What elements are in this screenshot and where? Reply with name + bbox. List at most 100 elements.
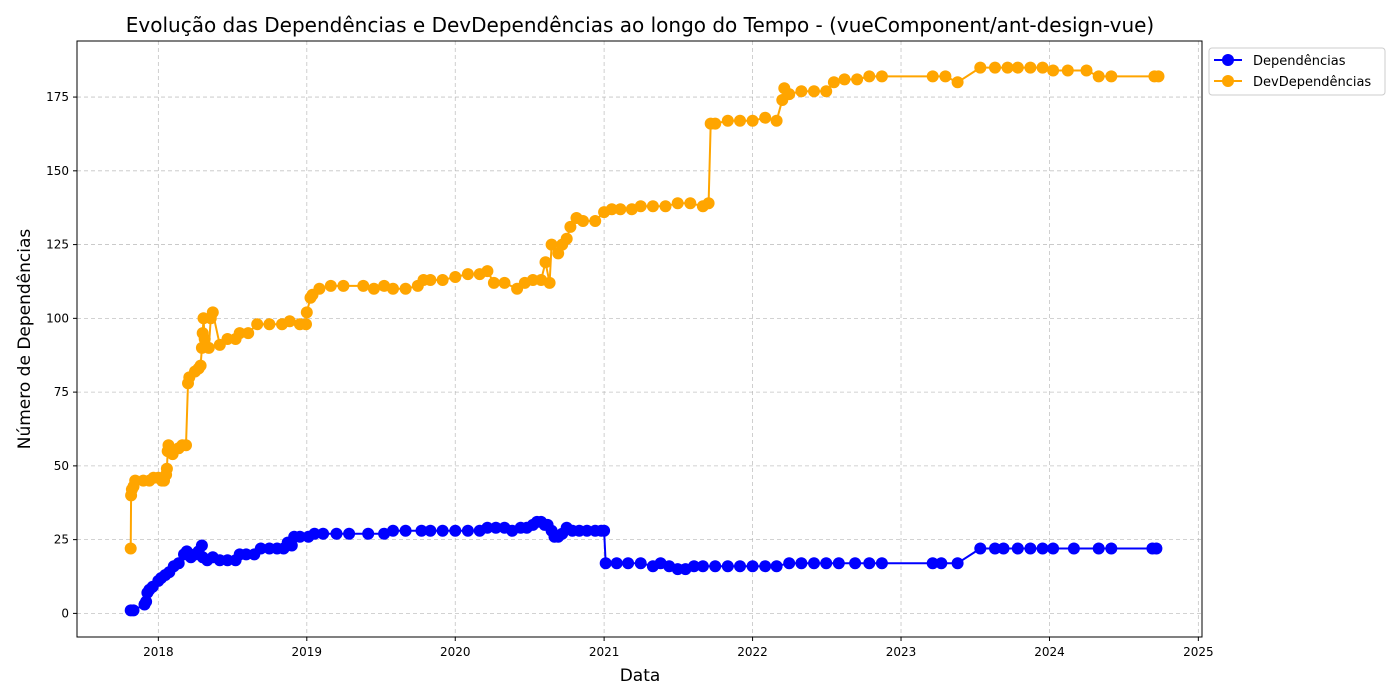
data-point: [849, 557, 862, 570]
data-point: [659, 200, 672, 213]
y-axis-label: Número de Dependências: [15, 229, 35, 450]
y-tick-label: 100: [46, 311, 69, 325]
series-layer: [124, 61, 1165, 617]
data-point: [939, 70, 952, 83]
data-point: [337, 279, 350, 292]
x-tick-label: 2019: [292, 645, 323, 659]
data-point: [646, 200, 659, 213]
data-point: [424, 274, 437, 286]
data-point: [367, 282, 380, 295]
data-point: [140, 595, 153, 608]
data-point: [1047, 542, 1060, 555]
data-point: [293, 530, 306, 543]
data-point: [634, 557, 647, 570]
data-point: [449, 524, 462, 537]
data-point: [399, 524, 412, 537]
data-point: [343, 527, 356, 540]
x-tick-label: 2018: [143, 645, 174, 659]
data-point: [605, 203, 618, 216]
y-tick-label: 0: [61, 606, 69, 620]
data-point: [180, 439, 192, 452]
data-point: [709, 117, 722, 130]
data-point: [461, 524, 474, 537]
data-point: [770, 114, 783, 127]
data-point: [951, 76, 964, 89]
chart-title: Evolução das Dependências e DevDependênc…: [126, 13, 1154, 37]
data-point: [424, 524, 437, 537]
data-point: [935, 557, 948, 570]
y-tick-label: 25: [54, 533, 69, 547]
x-axis: 2018 2019 2020 2021 2022 2023 2024 2025: [143, 637, 1214, 659]
data-point: [489, 521, 502, 534]
data-point: [202, 341, 215, 354]
data-point: [832, 557, 845, 570]
y-tick-label: 50: [54, 459, 69, 473]
data-point: [1152, 70, 1165, 83]
data-point: [545, 238, 558, 251]
data-point: [560, 232, 573, 245]
y-tick-label: 75: [54, 385, 69, 399]
data-point: [827, 76, 840, 89]
y-tick-label: 125: [46, 238, 69, 252]
data-point: [308, 527, 321, 540]
x-tick-label: 2022: [737, 645, 768, 659]
data-point: [599, 557, 612, 570]
data-point: [1105, 542, 1118, 555]
data-point: [564, 220, 577, 233]
data-point: [317, 527, 330, 540]
data-point: [614, 203, 627, 216]
data-point: [172, 557, 185, 570]
data-point: [746, 560, 759, 573]
data-point: [362, 527, 375, 540]
data-point: [989, 542, 1001, 555]
data-point: [808, 557, 820, 570]
data-point: [498, 276, 511, 289]
data-point: [1036, 542, 1049, 555]
data-point: [783, 88, 796, 101]
data-point: [254, 542, 267, 555]
data-point: [589, 215, 602, 227]
x-tick-label: 2020: [440, 645, 471, 659]
data-point: [263, 318, 276, 331]
data-point: [436, 524, 449, 537]
data-point: [539, 256, 552, 269]
data-point: [124, 542, 137, 555]
data-point: [974, 542, 987, 555]
data-point: [863, 557, 876, 570]
data-point: [622, 557, 635, 570]
data-point: [194, 359, 207, 372]
x-tick-label: 2021: [589, 645, 620, 659]
data-point: [926, 70, 939, 83]
data-point: [808, 85, 820, 98]
legend-marker: [1222, 54, 1234, 66]
data-point: [127, 604, 140, 617]
data-point: [783, 557, 796, 570]
data-point: [330, 527, 343, 540]
data-point: [387, 524, 399, 537]
data-point: [1067, 542, 1080, 555]
data-point: [415, 524, 428, 537]
data-point: [997, 542, 1010, 555]
data-point: [324, 279, 337, 292]
data-point: [162, 439, 175, 452]
plot-frame: [76, 40, 1203, 638]
x-tick-label: 2024: [1034, 645, 1065, 659]
data-point: [795, 557, 808, 570]
data-point: [1061, 64, 1074, 77]
data-point: [300, 318, 312, 331]
data-point: [251, 318, 264, 331]
data-point: [543, 276, 556, 289]
data-point: [300, 306, 313, 319]
data-point: [1024, 61, 1037, 74]
legend: Dependências DevDependências: [1208, 47, 1386, 96]
data-point: [702, 197, 715, 210]
x-tick-label: 2025: [1183, 645, 1214, 659]
series-0: [124, 515, 1163, 617]
data-point: [759, 560, 772, 573]
y-tick-label: 150: [46, 164, 69, 178]
data-point: [1047, 64, 1060, 77]
x-axis-label: Data: [620, 666, 661, 686]
data-point: [721, 114, 734, 127]
